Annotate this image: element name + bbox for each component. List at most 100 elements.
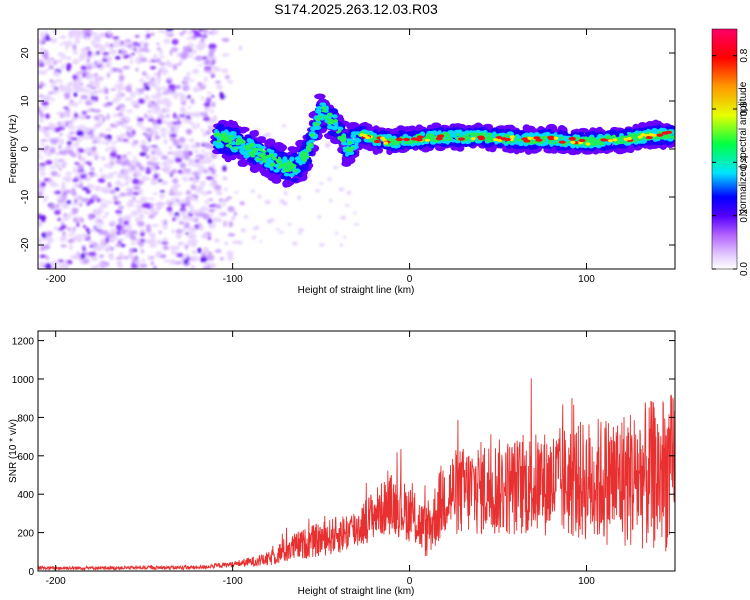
spectrogram-noise-blob <box>133 159 139 164</box>
spectrogram-noise-blob <box>159 190 166 193</box>
spectrogram-hotspot <box>380 136 386 140</box>
spectrogram-noise-blob <box>211 101 216 108</box>
spectrogram-hotspot <box>585 142 591 146</box>
spectrogram-noise-blob <box>47 239 55 243</box>
snr-y-tick-label: 1000 <box>12 375 35 386</box>
spectrogram-noise-blob <box>165 164 171 171</box>
spectrogram-noise-blob <box>185 232 189 235</box>
spectrogram-noise-blob <box>64 42 70 47</box>
spectrogram-noise-blob <box>158 49 164 56</box>
spectrogram-noise-blob <box>190 184 197 190</box>
spectrogram-noise-blob <box>116 80 125 83</box>
spectrogram-noise-blob <box>172 217 176 222</box>
spectrogram-noise-blob <box>131 178 140 185</box>
spectrogram-noise-blob <box>90 265 95 269</box>
spectrogram-noise-blob <box>50 260 59 266</box>
spectrogram-noise-blob <box>74 112 79 119</box>
spectrogram-noise-blob <box>80 252 86 260</box>
spectrogram-noise-blob <box>124 180 130 186</box>
spectrogram-noise-blob <box>105 62 112 68</box>
spectrogram-noise-blob <box>147 255 152 261</box>
spectrogram-noise-blob <box>200 96 205 100</box>
spectrogram-noise-blob <box>141 258 146 264</box>
spectrogram-noise-blob <box>71 153 77 158</box>
spectrogram-y-tick-label: 20 <box>20 47 31 59</box>
spectrogram-noise-blob <box>142 209 147 213</box>
spectrogram-noise-blob <box>133 139 139 144</box>
spectrogram-noise-blob <box>59 236 68 242</box>
spectrogram-ridge-blob <box>215 133 219 136</box>
spectrogram-noise-blob <box>135 49 142 54</box>
spectrogram-noise-blob <box>94 95 99 102</box>
spectrogram-noise-blob <box>163 31 171 36</box>
spectrogram-noise-blob <box>150 103 155 110</box>
spectrogram-ridge-blob <box>429 134 435 138</box>
spectrogram-noise-blob <box>148 99 152 106</box>
spectrogram-faint-speckle <box>292 241 298 246</box>
spectrogram-ridge-blob <box>341 134 345 137</box>
spectrogram-noise-blob <box>109 67 115 75</box>
spectrogram-ridge-blob <box>230 141 236 146</box>
spectrogram-noise-blob <box>169 133 178 138</box>
spectrogram-noise-blob <box>58 145 62 149</box>
spectrogram-ridge-blob <box>368 138 374 142</box>
spectrogram-noise-blob <box>126 231 130 235</box>
spectrogram-faint-speckle <box>259 240 263 243</box>
spectrogram-noise-blob <box>126 151 132 155</box>
spectrogram-noise-blob <box>126 125 133 129</box>
spectrogram-ridge-blob <box>309 133 315 137</box>
spectrogram-noise-blob <box>59 262 68 269</box>
spectrogram-noise-blob <box>191 123 196 126</box>
spectrogram-hotspot <box>527 136 533 140</box>
spectrogram-noise-blob <box>122 216 127 222</box>
spectrogram-ridge-blob <box>269 166 274 171</box>
spectrogram-noise-blob <box>102 116 106 122</box>
spectrogram-noise-blob <box>38 58 42 62</box>
spectrogram-noise-blob <box>172 63 178 71</box>
spectrogram-noise-blob <box>84 128 92 134</box>
spectrogram-noise-blob <box>124 141 130 144</box>
spectrogram-ridge-blob <box>327 112 333 116</box>
spectrogram-noise-blob <box>127 253 134 259</box>
spectrogram-noise-blob <box>171 47 178 52</box>
spectrogram-noise-blob <box>114 201 119 205</box>
spectrogram-ridge-blob <box>226 143 230 148</box>
spectrogram-noise-blob <box>129 60 134 64</box>
spectrogram-ridge-blob <box>259 153 264 157</box>
spectrogram-noise-blob <box>204 68 212 73</box>
spectrogram-noise-blob <box>165 200 173 204</box>
spectrogram-noise-blob <box>160 68 169 75</box>
spectrogram-noise-blob <box>126 223 132 230</box>
spectrogram-noise-blob <box>188 216 196 222</box>
spectrogram-noise-blob <box>118 265 123 269</box>
spectrogram-noise-blob <box>180 210 187 215</box>
spectrogram-ridge-blob <box>665 136 671 139</box>
spectrogram-noise-blob <box>120 136 125 140</box>
spectrogram-noise-blob <box>199 159 205 165</box>
spectrogram-noise-blob <box>112 36 120 40</box>
spectrogram-noise-blob <box>208 58 213 65</box>
spectrogram-noise-blob <box>187 54 194 58</box>
spectrogram-noise-blob <box>200 180 206 186</box>
spectrogram-noise-blob <box>38 191 44 197</box>
colorbar-label: Normalized spectral amplitude <box>738 81 749 216</box>
spectrogram-noise-blob <box>40 215 47 221</box>
spectrogram-faint-speckle <box>329 198 333 203</box>
spectrogram-noise-blob <box>90 167 95 172</box>
spectrogram-hotspot <box>395 137 403 142</box>
spectrogram-noise-blob <box>132 173 138 178</box>
spectrogram-hotspot <box>373 139 381 144</box>
spectrogram-noise-blob <box>55 190 62 195</box>
spectrogram-noise-blob <box>181 51 186 56</box>
spectrogram-y-label: Frequency (Hz) <box>8 115 19 184</box>
spectrogram-noise-blob <box>197 212 206 218</box>
spectrogram-noise-blob <box>206 91 212 95</box>
spectrogram-noise-blob <box>149 66 157 70</box>
spectrogram-noise-blob <box>234 191 239 194</box>
spectrogram-noise-blob <box>119 183 125 188</box>
spectrogram-noise-blob <box>152 79 156 84</box>
spectrogram-noise-blob <box>44 263 52 269</box>
spectrogram-noise-blob <box>186 36 193 41</box>
